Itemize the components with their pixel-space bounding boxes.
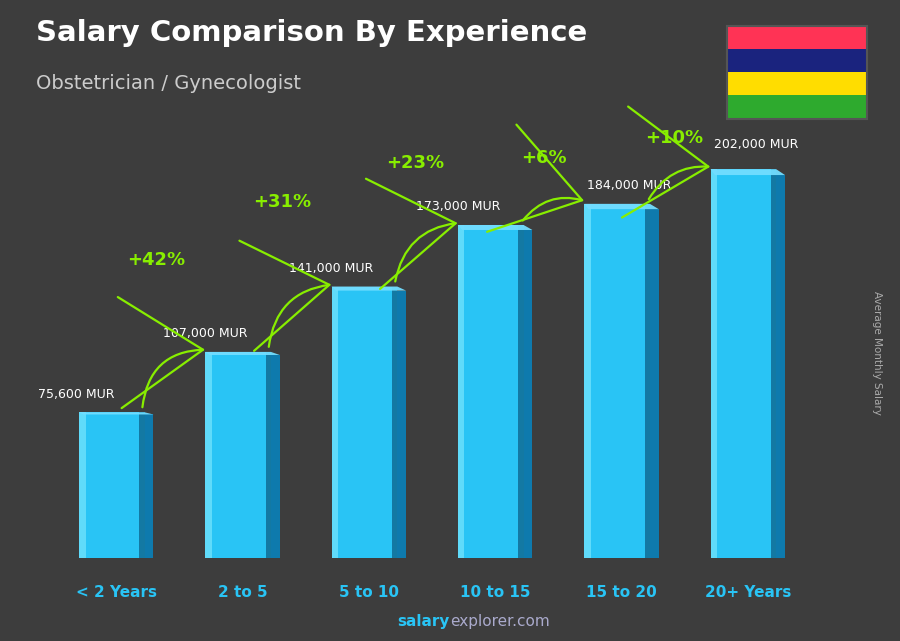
Text: Average Monthly Salary: Average Monthly Salary — [872, 290, 883, 415]
Polygon shape — [79, 412, 154, 415]
FancyArrowPatch shape — [239, 241, 329, 351]
Bar — [140, 412, 145, 558]
Text: 184,000 MUR: 184,000 MUR — [588, 179, 672, 192]
Bar — [710, 169, 717, 558]
Bar — [776, 175, 785, 558]
Bar — [710, 169, 776, 558]
Bar — [727, 26, 867, 49]
Text: 173,000 MUR: 173,000 MUR — [416, 201, 500, 213]
Bar — [331, 287, 338, 558]
Bar — [145, 415, 154, 558]
Bar — [271, 355, 280, 558]
Bar — [458, 225, 524, 558]
FancyArrowPatch shape — [622, 106, 708, 217]
FancyArrowPatch shape — [118, 297, 203, 408]
Polygon shape — [710, 169, 785, 175]
Bar — [397, 290, 406, 558]
Polygon shape — [458, 225, 533, 230]
Bar — [584, 204, 650, 558]
Text: 141,000 MUR: 141,000 MUR — [290, 262, 374, 275]
Text: 202,000 MUR: 202,000 MUR — [714, 138, 798, 151]
Bar — [727, 72, 867, 96]
Text: < 2 Years: < 2 Years — [76, 585, 157, 601]
Text: +42%: +42% — [127, 251, 185, 269]
Bar — [205, 352, 271, 558]
Bar — [518, 225, 524, 558]
Bar — [650, 209, 659, 558]
Text: 20+ Years: 20+ Years — [705, 585, 791, 601]
Bar — [79, 412, 145, 558]
Text: salary: salary — [398, 615, 450, 629]
Text: 75,600 MUR: 75,600 MUR — [38, 388, 114, 401]
Bar — [458, 225, 464, 558]
Text: +6%: +6% — [521, 149, 567, 167]
Bar — [266, 352, 271, 558]
Bar — [331, 287, 397, 558]
Polygon shape — [331, 287, 406, 290]
FancyArrowPatch shape — [366, 179, 455, 289]
Text: 2 to 5: 2 to 5 — [218, 585, 267, 601]
Bar — [392, 287, 397, 558]
Bar — [644, 204, 650, 558]
Bar — [727, 49, 867, 72]
Bar — [79, 412, 86, 558]
Text: explorer.com: explorer.com — [450, 615, 550, 629]
FancyArrowPatch shape — [487, 124, 582, 232]
Bar — [727, 96, 867, 119]
Polygon shape — [205, 352, 280, 355]
Bar — [771, 169, 776, 558]
Text: +31%: +31% — [253, 193, 311, 211]
Text: 5 to 10: 5 to 10 — [338, 585, 399, 601]
Text: +23%: +23% — [386, 154, 444, 172]
Polygon shape — [584, 204, 659, 209]
Text: 15 to 20: 15 to 20 — [586, 585, 657, 601]
Bar — [205, 352, 212, 558]
Text: Obstetrician / Gynecologist: Obstetrician / Gynecologist — [36, 74, 301, 93]
Text: Salary Comparison By Experience: Salary Comparison By Experience — [36, 19, 587, 47]
Text: +10%: +10% — [644, 129, 703, 147]
Text: 10 to 15: 10 to 15 — [460, 585, 530, 601]
Bar — [524, 230, 533, 558]
Text: 107,000 MUR: 107,000 MUR — [163, 328, 248, 340]
Bar — [584, 204, 590, 558]
